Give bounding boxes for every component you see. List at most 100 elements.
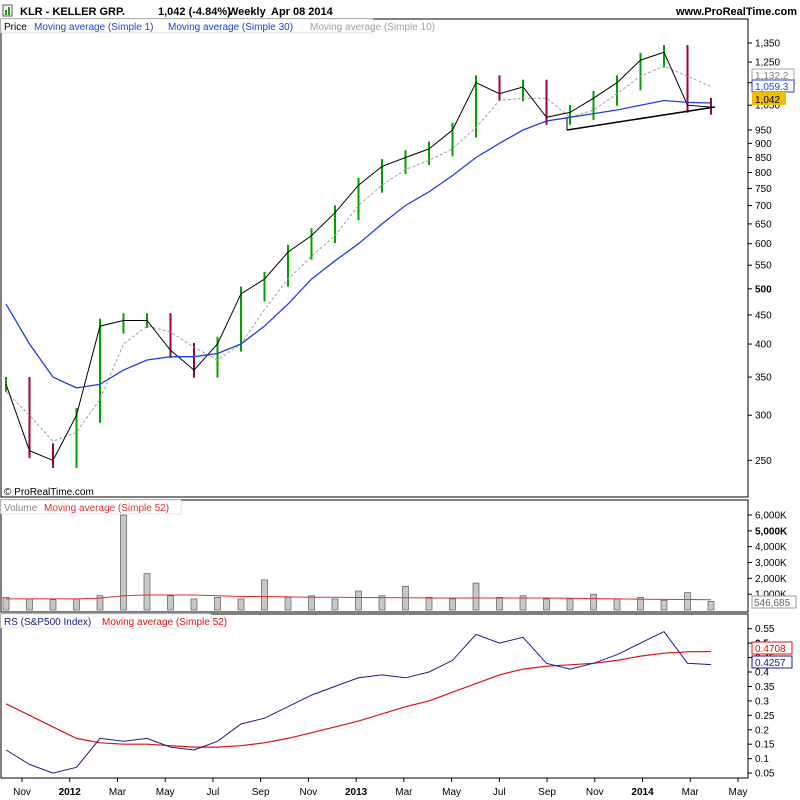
volume-tick-label: 2,000K [755,574,787,585]
price-tick-label: 600 [755,239,772,250]
volume-bar [355,590,362,611]
rs-ma-badge [751,641,793,655]
volume-ma-line [6,594,712,601]
price-tick-label: 1,350 [755,39,780,50]
legend-ma1[interactable]: Moving average (Simple 1) [34,22,154,33]
volume-bar [590,593,597,611]
rs-line [5,630,712,774]
chart-icon-bar [8,7,10,15]
last-price-badge [752,92,786,105]
legend-rs[interactable]: RS (S&P500 Index) [4,617,91,628]
x-tick-label: 2014 [631,787,654,798]
volume-tick-label: 5,000K [755,526,788,537]
copyright: © ProRealTime.com [4,487,94,498]
volume-bar [472,582,480,611]
volume-tick-label: 6,000K [755,511,787,522]
volume-tick-label: 1,000K [755,590,787,601]
volume-bar [190,598,198,611]
rs-badge-label: 0.4257 [755,658,786,669]
volume-legend-box [0,499,182,515]
rs-legend-box [0,613,212,629]
volume-bar [237,598,245,611]
x-tick-label: Jul [207,787,220,798]
price-marks [5,45,712,468]
price-tick-label: 650 [755,219,772,230]
rs-marks [5,630,712,774]
chart-icon[interactable] [2,4,13,17]
price-tick-label: 500 [755,284,772,295]
price-tick-label: 300 [755,411,772,422]
volume-bar [637,597,644,611]
volume-badge-label: 546,685 [754,598,791,609]
rs-tick-label: 0.3 [755,696,769,707]
price-tick-label: 250 [755,456,772,467]
x-tick-label: Mar [395,787,413,798]
legend-ma10[interactable]: Moving average (Simple 10) [310,22,435,33]
rs-badge [751,655,793,669]
title-bar: KLR - KELLER GRP. 1,042 (-4.84%) Weekly … [2,4,797,18]
rs-tick-label: 0.55 [755,624,775,635]
x-tick-label: May [156,787,175,798]
volume-bar [543,598,550,611]
volume-bar [120,514,127,611]
volume-bar [378,595,386,611]
price-legend: Price Moving average (Simple 1) Moving a… [0,18,435,34]
price-badges: 1,132.2 1,059.3 1,042 [751,68,795,106]
volume-tick-label: 4,000K [755,542,787,553]
x-tick-label: Nov [300,787,318,798]
volume-bar [167,595,174,611]
volume-panel [0,499,749,613]
rs-tick-label: 0.4 [755,668,769,679]
volume-bar [496,597,503,611]
volume-bar [261,579,268,611]
ma10-line [5,65,712,442]
legend-volume[interactable]: Volume [4,503,38,514]
volume-bar [660,600,668,611]
volume-badge: 546,685 [751,595,797,609]
legend-rs-ma[interactable]: Moving average (Simple 52) [102,617,227,628]
rs-tick-label: 0.05 [755,769,775,780]
price-tick-label: 950 [755,125,772,136]
x-tick-label: Mar [109,787,127,798]
site-link[interactable]: www.ProRealTime.com [675,6,797,18]
price-tick-label: 750 [755,184,772,195]
last-price-badge-label: 1,042 [755,95,780,106]
x-tick-label: Nov [586,787,604,798]
x-tick-label: Mar [682,787,700,798]
volume-bar [96,595,104,611]
legend-price[interactable]: Price [4,22,27,33]
rs-badges: 0.4708 0.4257 [751,641,793,669]
axes: 1,3501,2501,1501,05095090085080075070065… [13,39,788,798]
price-tick-label: 550 [755,261,772,272]
volume-bar [284,597,292,611]
rs-tick-label: 0.1 [755,754,769,765]
volume-tick-label: 3,000K [755,558,787,569]
price-tick-label: 850 [755,153,772,164]
x-tick-label: Nov [13,787,31,798]
price-tick-label: 700 [755,201,772,212]
ma30-line [5,99,712,389]
volume-bar [449,598,456,611]
price-tick-label: 400 [755,340,772,351]
chart-date: Apr 08 2014 [271,6,334,18]
volume-bar [519,595,527,611]
price-tick-label: 450 [755,310,772,321]
chart-period: Weekly [228,6,267,18]
volume-bar [73,598,80,611]
price-tick-label: 1,050 [755,101,780,112]
price-change: 1,042 (-4.84%) [158,6,231,18]
chart-icon-bar [5,10,7,15]
legend-volume-ma[interactable]: Moving average (Simple 52) [44,503,169,514]
ma30-badge-label: 1,059.3 [755,82,789,93]
volume-marks [2,514,715,611]
rs-ma-line [5,650,712,748]
rs-tick-label: 0.25 [755,711,775,722]
volume-bar [49,599,57,611]
volume-bar [26,598,33,611]
legend-ma30[interactable]: Moving average (Simple 30) [168,22,293,33]
ma10-badge-label: 1,132.2 [755,71,789,82]
support-trendline [566,106,716,131]
volume-bar [425,597,433,611]
volume-legend: Volume Moving average (Simple 52) [0,499,182,515]
